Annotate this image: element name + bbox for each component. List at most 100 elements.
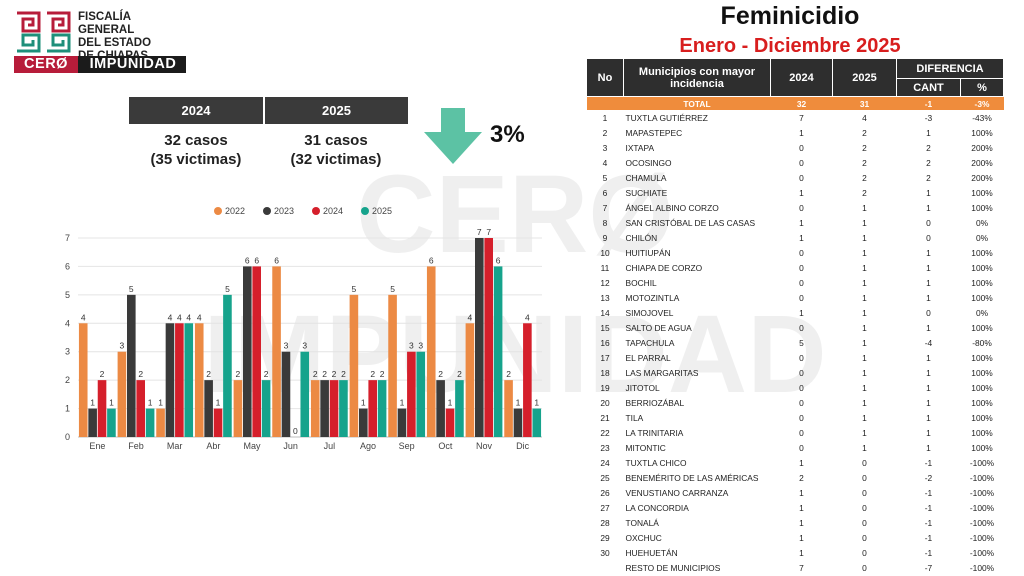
cell-y2024: 1: [799, 217, 804, 228]
cell-y2024: 0: [799, 367, 804, 378]
cell-y2025: 1: [862, 322, 867, 333]
bar-2025-Dic: [532, 408, 542, 437]
cell-y2025: 1: [862, 232, 867, 243]
fiscalia-emblem-icon: [17, 11, 71, 53]
bar-2023-Nov: [475, 238, 484, 437]
summary-cases-a-victims: (35 victimas): [150, 151, 242, 168]
table-row: 18 LAS MARGARITAS 0 1 1 100%: [587, 365, 1004, 380]
bar-2022-Oct: [426, 266, 436, 437]
summary-cases-b: 31 casos (32 victimas): [268, 131, 404, 169]
cell-y2025: 2: [862, 157, 867, 168]
data-label-2022-Sep: 5: [390, 284, 395, 294]
data-label-2023-Ago: 1: [361, 398, 366, 408]
bar-2025-Sep: [416, 351, 426, 437]
header-diferencia: DIFERENCIA: [895, 58, 1005, 79]
x-tick-label: Jul: [324, 441, 336, 451]
cell-y2024: 0: [799, 352, 804, 363]
table-row: RESTO DE MUNICIPIOS 7 0 -7 -100%: [587, 560, 1004, 575]
cell-y2024: 1: [799, 487, 804, 498]
table-row: 20 BERRIOZÁBAL 0 1 1 100%: [587, 395, 1004, 410]
bar-2025-Ene: [107, 408, 116, 437]
cell-pct: -100%: [969, 502, 995, 513]
cell-cant: 2: [926, 157, 931, 168]
cell-cant: -1: [924, 532, 933, 543]
cell-y2025: 1: [862, 442, 867, 453]
cell-cant: 1: [926, 427, 931, 438]
header-municipio: Municipios con mayor incidencia: [623, 58, 771, 97]
bar-2023-Abr: [204, 380, 213, 437]
cell-no: 24: [600, 457, 610, 468]
cell-y2024: 0: [799, 262, 804, 273]
bar-2023-Jun: [281, 351, 291, 437]
x-tick-label: Ago: [360, 441, 376, 451]
cell-municipio: LAS MARGARITAS: [625, 367, 699, 378]
table-row: 17 EL PARRAL 0 1 1 100%: [587, 350, 1004, 365]
data-label-2025-Oct: 2: [457, 369, 462, 379]
bar-2024-Dic: [523, 323, 532, 437]
data-label-2025-Jul: 2: [341, 369, 346, 379]
cell-y2024: 0: [799, 427, 804, 438]
bar-2023-Ago: [359, 408, 368, 437]
table-row: 2 MAPASTEPEC 1 2 1 100%: [587, 125, 1004, 140]
cell-no: 5: [602, 172, 608, 183]
header-pct: %: [959, 78, 1005, 97]
table-row: 29 OXCHUC 1 0 -1 -100%: [587, 530, 1004, 545]
cell-pct: 200%: [971, 142, 993, 153]
bar-2025-Abr: [223, 294, 232, 437]
cell-no: 11: [600, 262, 610, 273]
cell-municipio: OCOSINGO: [625, 157, 672, 168]
cell-y2024: 0: [799, 202, 804, 213]
cell-municipio: BERRIOZÁBAL: [625, 397, 685, 408]
y-tick-label: 5: [65, 290, 70, 300]
header-no: No: [586, 58, 624, 97]
bar-2025-May: [261, 380, 271, 437]
cell-y2024: 0: [799, 172, 804, 183]
cell-cant: -1: [924, 487, 933, 498]
cell-pct: 100%: [971, 397, 993, 408]
bar-2024-Nov: [484, 238, 493, 437]
cell-municipio: MAPASTEPEC: [625, 127, 683, 138]
x-tick-label: Mar: [167, 441, 183, 451]
x-tick-label: Feb: [128, 441, 144, 451]
cell-y2025: 1: [862, 262, 867, 273]
data-label-2023-Abr: 2: [206, 369, 211, 379]
cell-municipio: BENEMÉRITO DE LAS AMÉRICAS: [625, 472, 759, 483]
cell-y2024: 0: [799, 322, 804, 333]
data-label-2024-Nov: 7: [486, 227, 491, 237]
summary-cases-b-victims: (32 victimas): [290, 151, 382, 168]
data-label-2025-Feb: 1: [148, 398, 153, 408]
header-2025: 2025: [832, 58, 897, 97]
cell-y2024: 0: [799, 442, 804, 453]
cell-pct: -100%: [969, 487, 995, 498]
y-tick-label: 1: [65, 404, 70, 414]
cell-y2024: 0: [799, 382, 804, 393]
cell-municipio: EL PARRAL: [625, 352, 671, 363]
bar-2022-Sep: [388, 294, 397, 437]
data-label-2023-Feb: 5: [129, 284, 134, 294]
data-label-2023-Ene: 1: [90, 398, 95, 408]
cell-municipio: OXCHUC: [625, 532, 662, 543]
x-tick-label: Oct: [438, 441, 453, 451]
cell-municipio: ÁNGEL ALBINO CORZO: [625, 202, 719, 213]
cell-no: 22: [600, 427, 610, 438]
data-label-2023-Oct: 2: [438, 369, 443, 379]
y-tick-label: 2: [65, 375, 70, 385]
bar-2025-Ago: [377, 380, 387, 437]
table-row: 28 TONALÁ 1 0 -1 -100%: [587, 515, 1004, 530]
table-row: 12 BOCHIL 0 1 1 100%: [587, 275, 1004, 290]
data-label-2022-Jul: 2: [313, 369, 318, 379]
table-row: 9 CHILÓN 1 1 0 0%: [587, 230, 1004, 245]
data-label-2023-Jul: 2: [322, 369, 327, 379]
logo-bar: CERØ IMPUNIDAD: [14, 56, 186, 73]
table-row: 27 LA CONCORDIA 1 0 -1 -100%: [587, 500, 1004, 515]
bar-2023-Mar: [165, 323, 175, 437]
cell-pct: 100%: [971, 352, 993, 363]
cell-pct: 100%: [971, 442, 993, 453]
legend-label-2023: 2023: [274, 206, 294, 216]
data-label-2022-Mar: 1: [158, 398, 163, 408]
data-label-2024-Jun: 0: [293, 426, 298, 436]
header-cant: CANT: [896, 78, 961, 97]
bar-2023-Ene: [88, 408, 97, 437]
data-label-2025-Nov: 6: [496, 255, 501, 265]
cell-no: 20: [600, 397, 610, 408]
